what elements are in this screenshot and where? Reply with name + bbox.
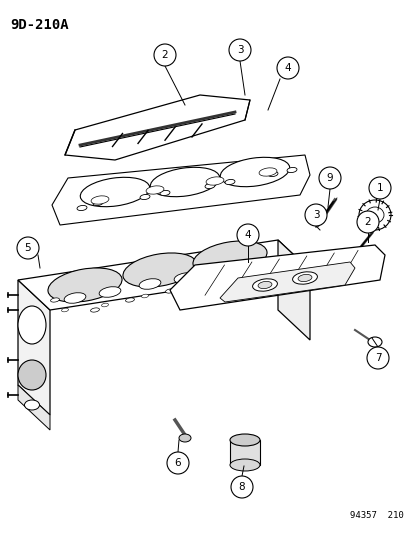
Polygon shape [18,240,309,310]
Ellipse shape [244,260,265,270]
Text: 4: 4 [284,63,291,73]
Circle shape [304,204,326,226]
Circle shape [154,44,176,66]
Ellipse shape [64,293,85,303]
Ellipse shape [80,177,150,207]
Ellipse shape [225,180,235,184]
Ellipse shape [186,286,193,290]
Ellipse shape [150,167,219,197]
Text: 2: 2 [161,50,168,60]
Ellipse shape [90,308,99,312]
Ellipse shape [48,268,122,302]
Ellipse shape [267,172,277,176]
Ellipse shape [93,200,103,206]
Ellipse shape [141,294,148,298]
Ellipse shape [295,258,304,262]
Text: 1: 1 [376,183,382,193]
Ellipse shape [252,279,277,291]
Ellipse shape [220,157,289,187]
Polygon shape [230,440,259,465]
Ellipse shape [18,360,46,390]
Ellipse shape [230,434,259,446]
Ellipse shape [240,273,249,277]
Polygon shape [219,262,354,302]
Ellipse shape [24,400,39,410]
Circle shape [236,224,259,246]
Circle shape [356,211,378,233]
Text: 3: 3 [312,210,318,220]
Text: 5: 5 [25,243,31,253]
Ellipse shape [91,196,109,204]
Ellipse shape [209,266,230,276]
Circle shape [17,237,39,259]
Ellipse shape [286,167,296,173]
Ellipse shape [297,274,311,281]
Ellipse shape [50,298,59,302]
Ellipse shape [206,177,223,185]
Ellipse shape [62,308,68,312]
Circle shape [368,177,390,199]
Ellipse shape [358,200,390,230]
Circle shape [366,347,388,369]
Ellipse shape [204,183,214,189]
Text: 3: 3 [236,45,243,55]
Polygon shape [277,240,309,340]
Ellipse shape [230,459,259,471]
Polygon shape [18,280,50,415]
Ellipse shape [99,287,121,297]
Ellipse shape [123,253,197,287]
Text: 8: 8 [238,482,245,492]
Text: 9D-210A: 9D-210A [10,18,69,32]
Circle shape [318,167,340,189]
Ellipse shape [266,270,273,274]
Ellipse shape [18,306,46,344]
Circle shape [230,476,252,498]
Ellipse shape [367,337,381,347]
Circle shape [228,39,250,61]
Polygon shape [18,385,50,430]
Ellipse shape [200,282,209,286]
Ellipse shape [139,279,161,289]
Ellipse shape [174,273,195,283]
Polygon shape [52,155,309,225]
Text: 94357  210: 94357 210 [349,511,403,520]
Ellipse shape [125,298,134,302]
Polygon shape [170,245,384,310]
Circle shape [276,57,298,79]
Ellipse shape [365,207,383,223]
Polygon shape [65,95,249,160]
Text: 2: 2 [364,217,370,227]
Text: 6: 6 [174,458,181,468]
Circle shape [166,452,189,474]
Ellipse shape [292,272,317,284]
Text: 7: 7 [374,353,380,363]
Ellipse shape [257,281,271,288]
Text: 4: 4 [244,230,251,240]
Ellipse shape [178,434,190,442]
Ellipse shape [146,186,164,194]
Ellipse shape [160,190,170,196]
Ellipse shape [259,168,276,176]
Ellipse shape [165,289,174,293]
Ellipse shape [140,195,150,199]
Ellipse shape [77,205,87,211]
Ellipse shape [192,241,266,275]
Ellipse shape [273,265,282,269]
Ellipse shape [231,278,238,282]
Ellipse shape [101,303,108,307]
Text: 9: 9 [326,173,332,183]
